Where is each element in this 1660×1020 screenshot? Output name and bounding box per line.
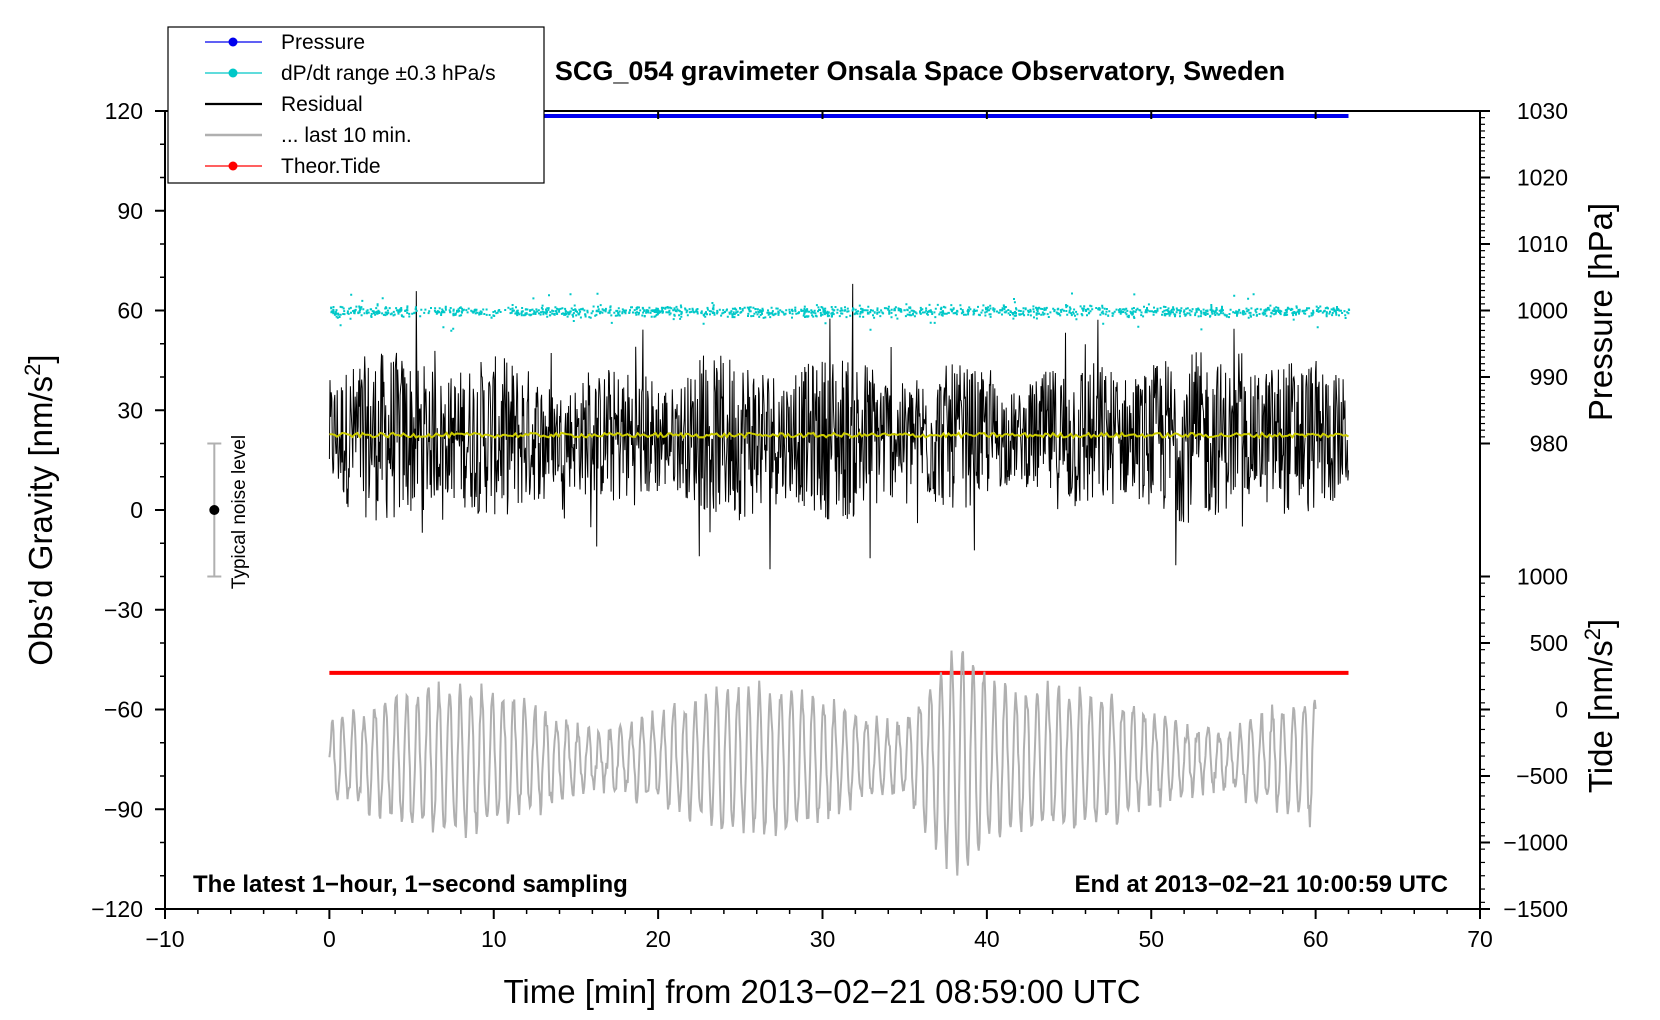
annotation-end-time: End at 2013−02−21 10:00:59 UTC: [1074, 871, 1448, 898]
y-tick-label: 90: [117, 198, 143, 224]
y-tick-label: 0: [130, 497, 143, 523]
y-tick-label: −120: [91, 896, 143, 922]
x-tick-label: 30: [810, 926, 836, 952]
legend-label: dP/dt range ±0.3 hPa/s: [281, 62, 496, 85]
annotation-sampling: The latest 1−hour, 1−second sampling: [193, 871, 628, 898]
legend-marker: [228, 68, 238, 78]
residual-line: [328, 283, 1349, 570]
x-axis-label: Time [min] from 2013−02−21 08:59:00 UTC: [503, 973, 1140, 1010]
tide-tick-label: −500: [1516, 763, 1568, 789]
pressure-tick-label: 1010: [1517, 231, 1568, 257]
noise-level-label: Typical noise level: [229, 435, 250, 589]
x-tick-label: 50: [1138, 926, 1164, 952]
pressure-tick-label: 980: [1530, 431, 1568, 457]
tide-axis-label: Tide [nm/s2]: [1580, 619, 1619, 793]
y-tick-label: −30: [104, 597, 143, 623]
x-tick-label: 60: [1303, 926, 1329, 952]
pressure-tick-label: 1030: [1517, 98, 1568, 124]
tide-tick-label: 1000: [1517, 564, 1568, 590]
plot-frame: [164, 110, 1481, 910]
pressure-axis-label: Pressure [hPa]: [1582, 203, 1619, 421]
tide-tick-label: 0: [1555, 697, 1568, 723]
y-tick-label: −90: [104, 796, 143, 822]
y-tick-label: 30: [117, 397, 143, 423]
y-tick-label: 60: [117, 298, 143, 324]
last-10-min-line: [328, 650, 1317, 876]
legend: Pressure dP/dt range ±0.3 hPa/s Residual..…: [167, 26, 545, 184]
x-tick-label: −10: [145, 926, 184, 952]
legend-label: Theor.Tide: [281, 155, 381, 178]
dpdt-scatter: [330, 292, 1351, 332]
pressure-tick-label: 1000: [1517, 298, 1568, 324]
x-tick-label: 70: [1467, 926, 1493, 952]
legend-marker: [228, 37, 238, 47]
x-tick-label: 40: [974, 926, 1000, 952]
x-tick-label: 10: [481, 926, 507, 952]
legend-marker: [228, 161, 238, 171]
y-tick-label: 120: [105, 98, 143, 124]
tide-tick-label: −1000: [1503, 830, 1568, 856]
smoothed-residual-line: [329, 431, 1349, 440]
pressure-tick-label: 990: [1530, 364, 1568, 390]
tide-tick-label: 500: [1530, 630, 1568, 656]
y-tick-label: −60: [104, 697, 143, 723]
pressure-tick-label: 1020: [1517, 165, 1568, 191]
noise-level-dot: [209, 505, 220, 515]
chart-title: SCG_054 gravimeter Onsala Space Observat…: [555, 56, 1285, 86]
tide-tick-label: −1500: [1503, 896, 1568, 922]
legend-label: Pressure: [281, 31, 365, 54]
x-tick-label: 0: [323, 926, 336, 952]
legend-label: Residual: [281, 93, 363, 116]
x-tick-label: 20: [645, 926, 671, 952]
legend-label: ... last 10 min.: [281, 124, 412, 147]
y-axis-label: Obs’d Gravity [nm/s2]: [20, 354, 59, 665]
